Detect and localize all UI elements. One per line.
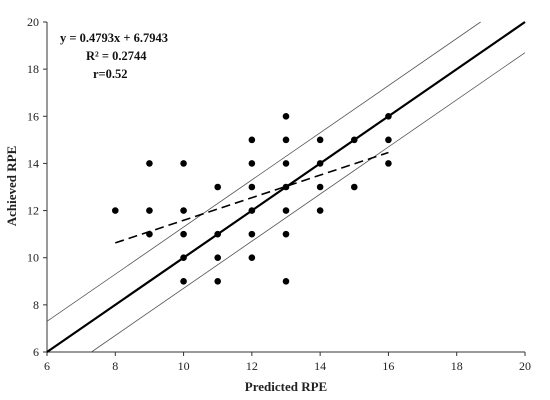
data-point — [214, 230, 222, 238]
tick-labels: 6 8 10 12 14 16 18 20 6 8 10 12 14 16 18 20 — [27, 15, 531, 373]
data-point — [316, 183, 324, 191]
x-tick-label: 18 — [451, 359, 463, 373]
lower-bound-line — [91, 52, 526, 353]
y-tick-label: 10 — [27, 251, 39, 265]
x-tick-label: 10 — [178, 359, 190, 373]
data-point — [282, 136, 290, 144]
data-point — [146, 160, 153, 167]
data-point — [214, 277, 222, 285]
data-point — [248, 230, 256, 238]
data-point — [282, 183, 290, 191]
data-point — [350, 136, 358, 144]
x-tick-label: 6 — [44, 359, 50, 373]
data-point — [214, 183, 222, 191]
upper-bound-line — [46, 21, 481, 322]
data-point — [282, 112, 290, 120]
data-point — [385, 112, 392, 120]
data-point — [282, 277, 290, 285]
equation-annotation: y = 0.4793x + 6.7943 — [60, 31, 168, 45]
y-tick-label: 20 — [27, 15, 39, 29]
data-point — [316, 207, 324, 214]
data-point — [282, 160, 290, 167]
y-tick-label: 14 — [27, 156, 39, 170]
x-tick-label: 12 — [246, 359, 258, 373]
data-point — [180, 207, 187, 214]
y-tick-label: 6 — [33, 345, 39, 359]
data-point — [180, 254, 187, 262]
trend-line — [115, 151, 389, 244]
data-point — [214, 254, 222, 262]
data-point — [350, 183, 358, 191]
data-point — [385, 160, 392, 167]
data-point — [146, 230, 153, 238]
r-squared-annotation: R² = 0.2744 — [86, 49, 147, 63]
axes — [43, 21, 526, 356]
data-point — [111, 207, 119, 214]
x-tick-label: 16 — [382, 359, 394, 373]
data-point — [248, 207, 256, 214]
y-tick-label: 12 — [27, 204, 39, 218]
x-axis-title: Predicted RPE — [245, 379, 327, 394]
x-tick-label: 8 — [112, 359, 118, 373]
data-point — [385, 136, 392, 144]
y-tick-label: 16 — [27, 109, 39, 123]
r-annotation: r=0.52 — [93, 67, 128, 81]
data-point — [248, 160, 256, 167]
y-tick-label: 18 — [27, 62, 39, 76]
data-point — [248, 183, 256, 191]
chart-marks — [46, 21, 526, 353]
data-point — [316, 160, 324, 167]
data-point — [282, 207, 290, 214]
data-point — [282, 230, 290, 238]
data-point — [146, 207, 153, 214]
data-point — [248, 136, 256, 144]
x-tick-label: 14 — [314, 359, 326, 373]
data-point — [180, 230, 187, 238]
data-point — [180, 160, 187, 167]
data-point — [316, 136, 324, 144]
y-axis-title: Achieved RPE — [4, 146, 19, 227]
data-point — [180, 277, 187, 285]
data-point — [248, 254, 256, 262]
x-tick-label: 20 — [519, 359, 531, 373]
y-tick-label: 8 — [33, 298, 39, 312]
